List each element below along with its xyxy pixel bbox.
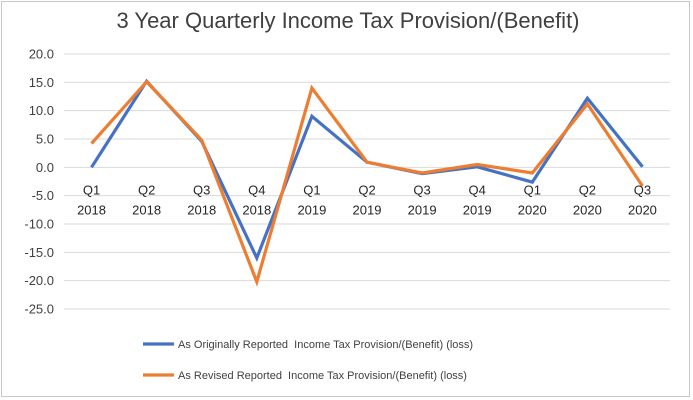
y-tick-label: 15.0 — [29, 75, 54, 90]
y-tick-label: -20.0 — [24, 273, 54, 288]
x-category-year: 2020 — [518, 202, 547, 217]
x-category-quarter: Q3 — [193, 182, 210, 197]
x-category-year: 2018 — [187, 202, 216, 217]
series-line-2 — [90, 79, 644, 287]
y-tick-label: -15.0 — [24, 245, 54, 260]
series-lines — [90, 78, 644, 287]
chart-title: 3 Year Quarterly Income Tax Provision/(B… — [116, 8, 579, 33]
x-category-quarter: Q1 — [83, 182, 100, 197]
y-tick-label: 10.0 — [29, 103, 54, 118]
y-tick-label: 20.0 — [29, 47, 54, 62]
y-tick-label: 5.0 — [36, 132, 54, 147]
x-category-year: 2018 — [242, 202, 271, 217]
y-tick-label: 0.0 — [36, 160, 54, 175]
x-category-quarter: Q3 — [634, 182, 651, 197]
x-category-year: 2020 — [628, 202, 657, 217]
series-line-1 — [90, 78, 644, 263]
x-axis-categories: Q1 2018 Q2 2018 Q3 2018 Q4 2018 Q1 2019 Q2 2019 Q3 20… — [77, 182, 657, 217]
x-category-year: 2019 — [463, 202, 492, 217]
legend-label-2: As Revised Reported Income Tax Provision… — [178, 370, 467, 382]
x-category-quarter: Q1 — [524, 182, 541, 197]
x-category-quarter: Q2 — [138, 182, 155, 197]
y-tick-label: -5.0 — [32, 188, 54, 203]
y-tick-label: -10.0 — [24, 217, 54, 232]
x-category-year: 2018 — [77, 202, 106, 217]
x-category-year: 2019 — [297, 202, 326, 217]
x-category-quarter: Q2 — [358, 182, 375, 197]
x-category-quarter: Q2 — [579, 182, 596, 197]
x-category-year: 2018 — [132, 202, 161, 217]
x-category-year: 2019 — [408, 202, 437, 217]
x-category-quarter: Q4 — [469, 182, 486, 197]
x-category-quarter: Q3 — [413, 182, 430, 197]
legend: As Originally Reported Income Tax Provis… — [143, 339, 473, 382]
x-category-quarter: Q4 — [248, 182, 265, 197]
y-axis-ticks: 20.0 15.0 10.0 5.0 0.0 -5.0 -10.0 -15.0 -20.0 -25… — [24, 47, 54, 317]
legend-label-1: As Originally Reported Income Tax Provis… — [178, 339, 473, 351]
y-tick-label: -25.0 — [24, 302, 54, 317]
x-category-year: 2020 — [573, 202, 602, 217]
x-category-quarter: Q1 — [303, 182, 320, 197]
x-category-year: 2019 — [353, 202, 382, 217]
grid-lines — [64, 53, 670, 310]
